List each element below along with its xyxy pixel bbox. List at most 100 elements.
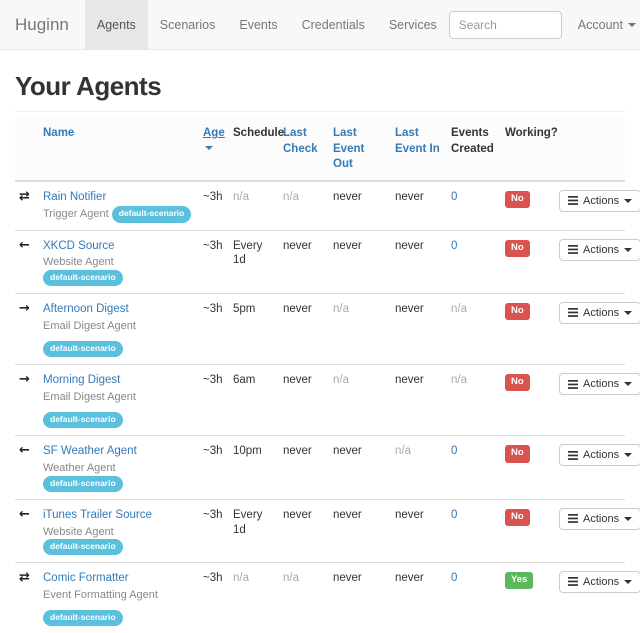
chevron-down-icon <box>624 516 633 521</box>
table-header-row: Name Age Schedule Last Check Last Event … <box>15 118 625 182</box>
working-status-badge: No <box>505 445 530 463</box>
table-row: ← SF Weather Agent Weather Agent default… <box>15 435 640 500</box>
last-event-out-cell: never <box>329 435 391 500</box>
nav-item-scenarios[interactable]: Scenarios <box>159 18 216 32</box>
last-check-cell: never <box>279 292 329 365</box>
main-content: Your Agents Name Age Schedule Last Check… <box>0 71 640 633</box>
last-event-in-cell: never <box>391 229 447 294</box>
chevron-down-icon <box>624 247 633 252</box>
schedule-cell: Every 1d <box>229 229 279 294</box>
actions-button[interactable]: Actions <box>559 373 640 396</box>
nav-item-services[interactable]: Services <box>388 18 437 32</box>
agent-name-link[interactable]: Afternoon Digest <box>43 302 129 315</box>
working-status-badge: No <box>505 374 530 392</box>
account-label: Account <box>577 17 623 32</box>
chevron-down-icon <box>624 453 633 458</box>
last-event-out-cell: never <box>329 561 391 633</box>
events-created-cell: 0 <box>447 435 501 500</box>
column-header-last-check[interactable]: Last Check <box>279 118 329 182</box>
last-event-out-cell: never <box>329 498 391 563</box>
last-check-cell: never <box>279 498 329 563</box>
table-row: → Morning Digest Email Digest Agent defa… <box>15 364 640 436</box>
last-event-in-cell: never <box>391 292 447 365</box>
last-event-in-cell: never <box>391 561 447 633</box>
column-header-age[interactable]: Age <box>199 118 229 182</box>
agent-type-label: Weather Agent default-scenario <box>43 461 195 492</box>
page-title: Your Agents <box>15 71 162 101</box>
scenario-badge[interactable]: default-scenario <box>43 475 123 492</box>
column-header-last-event-in[interactable]: Last Event In <box>391 118 447 182</box>
events-count-link[interactable]: 0 <box>451 239 458 252</box>
agent-name-link[interactable]: XKCD Source <box>43 239 115 252</box>
working-status-badge: No <box>505 190 530 208</box>
events-created-cell: n/a <box>447 292 501 365</box>
table-row: ← iTunes Trailer Source Website Agent de… <box>15 498 640 563</box>
app-brand[interactable]: Huginn <box>15 15 69 34</box>
working-status-badge: No <box>505 508 530 526</box>
age-cell: ~3h <box>199 229 229 294</box>
list-icon <box>568 577 578 587</box>
agent-type-label: Email Digest Agent <box>43 391 136 404</box>
agent-name-link[interactable]: SF Weather Agent <box>43 445 137 458</box>
last-check-cell: never <box>279 435 329 500</box>
scenario-badge[interactable]: default-scenario <box>111 206 192 223</box>
agent-name-link[interactable]: Comic Formatter <box>43 571 129 584</box>
chevron-down-icon <box>624 579 633 584</box>
working-status-badge: Yes <box>505 571 534 590</box>
age-cell: ~3h <box>199 180 229 231</box>
age-cell: ~3h <box>199 561 229 633</box>
navbar-left: Huginn Agents Scenarios Events Credentia… <box>15 0 449 49</box>
last-check-cell: n/a <box>279 561 329 633</box>
nav-item-agents[interactable]: Agents <box>84 0 148 49</box>
column-header-name[interactable]: Name <box>39 118 199 182</box>
chevron-down-icon <box>624 310 633 315</box>
agent-name-link[interactable]: Morning Digest <box>43 374 121 387</box>
events-count-link[interactable]: 0 <box>451 190 458 203</box>
scenario-badge[interactable]: default-scenario <box>43 269 123 286</box>
events-count-link[interactable]: 0 <box>451 445 458 458</box>
events-created-cell: 0 <box>447 180 501 231</box>
actions-button[interactable]: Actions <box>559 507 640 530</box>
list-icon <box>568 196 578 205</box>
last-check-cell: never <box>279 229 329 294</box>
actions-button[interactable]: Actions <box>559 444 640 467</box>
last-event-in-cell: never <box>391 498 447 563</box>
table-row: ← XKCD Source Website Agent default-scen… <box>15 229 640 294</box>
scenario-badge[interactable]: default-scenario <box>43 341 123 358</box>
age-cell: ~3h <box>199 498 229 563</box>
agent-name-link[interactable]: Rain Notifier <box>43 190 107 203</box>
agent-name-link[interactable]: iTunes Trailer Source <box>43 508 152 521</box>
scenario-badge[interactable]: default-scenario <box>43 538 123 555</box>
list-icon <box>568 514 578 524</box>
last-event-in-cell: never <box>391 180 447 231</box>
events-count-link[interactable]: 0 <box>451 508 458 521</box>
chevron-down-icon <box>624 382 633 387</box>
actions-button[interactable]: Actions <box>559 238 640 261</box>
actions-button[interactable]: Actions <box>559 301 640 324</box>
scenario-badge[interactable]: default-scenario <box>43 610 123 627</box>
column-header-last-event-out[interactable]: Last Event Out <box>329 118 391 182</box>
search-input[interactable] <box>448 10 562 39</box>
table-row: ⇄ Rain Notifier Trigger Agent default-sc… <box>15 180 640 231</box>
bidirectional-arrows-icon: ⇄ <box>19 569 30 585</box>
last-event-in-cell: n/a <box>391 435 447 500</box>
working-status-badge: No <box>505 302 530 321</box>
scenario-badge[interactable]: default-scenario <box>43 412 123 429</box>
schedule-cell: Every 1d <box>229 498 279 563</box>
events-count-link[interactable]: 0 <box>451 571 458 584</box>
schedule-cell: n/a <box>229 561 279 633</box>
events-created-cell: 0 <box>447 561 501 633</box>
column-header-working: Working? <box>501 118 558 182</box>
actions-button[interactable]: Actions <box>559 189 640 212</box>
agent-type-label: Event Formatting Agent <box>43 588 158 601</box>
agent-type-label: Website Agent default-scenario <box>43 255 195 286</box>
nav-item-events[interactable]: Events <box>239 18 278 32</box>
agent-type-label: Trigger Agent default-scenario <box>43 206 195 223</box>
account-dropdown[interactable]: Account <box>578 18 636 32</box>
last-event-out-cell: never <box>329 180 391 231</box>
nav-item-credentials[interactable]: Credentials <box>301 18 365 32</box>
table-row: → Afternoon Digest Email Digest Agent de… <box>15 292 640 365</box>
events-created-cell: n/a <box>447 364 501 436</box>
actions-button[interactable]: Actions <box>559 570 640 593</box>
